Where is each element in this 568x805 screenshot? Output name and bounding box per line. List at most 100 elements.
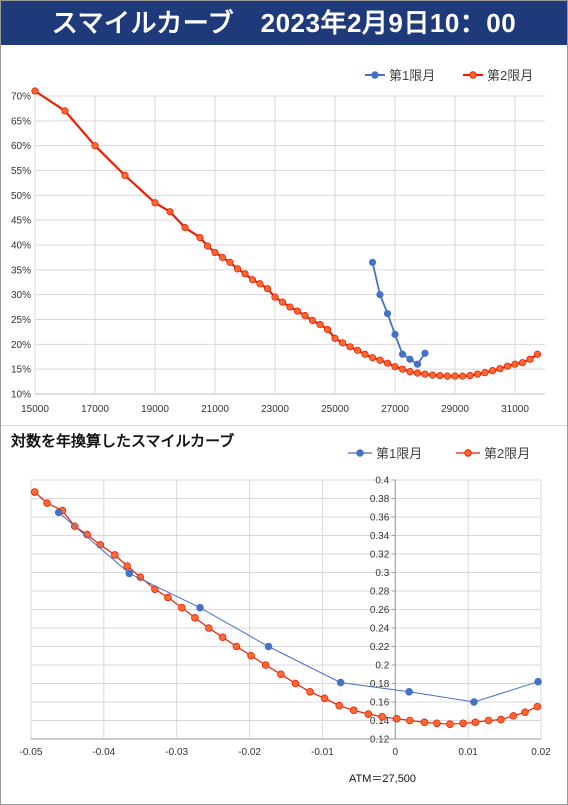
- series-point-2: [277, 670, 285, 679]
- x-tick-label: 25000: [321, 404, 349, 415]
- smile-curve-chart: 10% 15% 20% 25% 30% 35% 40% 45% 50% 55% 60% 65% 70% 1…: [1, 47, 567, 425]
- y-tick-label: 0.26: [370, 605, 390, 616]
- series-point-2: [420, 718, 429, 727]
- series-point-2: [151, 199, 159, 207]
- series-point-2: [349, 706, 358, 715]
- series-line-2: [34, 90, 539, 378]
- series-point-2: [338, 339, 347, 347]
- banner-title: スマイルカーブ 2023年2月9日10：00: [1, 1, 567, 45]
- y-tick-label: 45%: [11, 216, 31, 227]
- series-point-2: [484, 716, 493, 725]
- y-tick-label: 0.14: [370, 716, 390, 727]
- legend-marker-2: [464, 449, 472, 457]
- y-tick-label: 0.36: [370, 513, 390, 524]
- series-point-2: [353, 346, 362, 354]
- x-tick-label: -0.04: [92, 747, 115, 758]
- y-tick-label: 35%: [11, 265, 31, 276]
- series-point-2: [511, 360, 519, 368]
- series-point-2: [211, 248, 219, 257]
- series-point-2: [271, 293, 279, 301]
- series-point-2: [421, 370, 429, 378]
- series-point-2: [218, 253, 227, 262]
- series-point-2: [466, 372, 474, 380]
- x-tick-label: -0.01: [311, 747, 334, 758]
- x-tick-label: 21000: [201, 404, 229, 415]
- series-point-2: [293, 307, 302, 315]
- y-tick-label: 20%: [11, 340, 31, 351]
- y-tick-label: 0.32: [370, 550, 390, 561]
- series-point-2: [496, 365, 504, 373]
- series-point-2: [61, 107, 69, 115]
- series-point-2: [376, 356, 384, 364]
- series-point-2: [509, 712, 518, 720]
- series-point-2: [323, 325, 332, 334]
- series-point-2: [31, 87, 39, 95]
- series-point-2: [164, 593, 172, 602]
- series-point-2: [166, 208, 174, 216]
- x-tick-label: 23000: [261, 404, 289, 415]
- series-point-2: [413, 369, 422, 377]
- series-point-2: [256, 280, 264, 288]
- y-tick-label: 40%: [11, 241, 31, 252]
- smile-curve-svg: 10% 15% 20% 25% 30% 35% 40% 45% 50% 55% 60% 65% 70% 1…: [11, 68, 545, 415]
- series-point-2: [383, 359, 392, 367]
- series-point-2: [191, 614, 199, 622]
- series-point-2: [261, 661, 270, 669]
- series-point-2: [204, 624, 213, 632]
- series-point-2: [433, 719, 441, 728]
- series-point-2: [378, 712, 386, 721]
- series-point-1: [368, 258, 377, 266]
- legend-marker-2: [469, 71, 477, 79]
- y-tick-label: 0.18: [370, 679, 390, 690]
- y-tick-label: 0.38: [370, 494, 390, 505]
- series-point-2: [30, 488, 39, 496]
- series-point-2: [96, 540, 105, 549]
- series-point-2: [473, 370, 482, 378]
- series-point-2: [503, 362, 512, 370]
- x-tick-label: 0.01: [458, 747, 478, 758]
- series-point-2: [91, 142, 99, 150]
- series-point-2: [196, 233, 204, 242]
- series-point-2: [178, 603, 186, 612]
- series-point-2: [291, 679, 300, 688]
- y-tick-label: 60%: [11, 141, 31, 152]
- y-tick-label: 0.4: [375, 476, 389, 487]
- series-point-2: [233, 265, 242, 273]
- series-point-2: [406, 716, 414, 725]
- series-point-2: [436, 372, 444, 380]
- series-point-2: [226, 258, 234, 266]
- series-point-2: [241, 270, 249, 278]
- series-point-2: [247, 651, 255, 660]
- series-point-2: [263, 285, 272, 293]
- series-point-2: [398, 365, 407, 373]
- series-point-2: [218, 633, 227, 642]
- series-point-2: [391, 363, 399, 371]
- y-tick-label: 25%: [11, 315, 31, 326]
- series-line-1: [58, 512, 539, 703]
- series-point-2: [335, 701, 343, 710]
- series-point-2: [459, 719, 467, 728]
- series-point-2: [497, 715, 505, 724]
- series-point-2: [458, 372, 467, 380]
- series-point-1: [406, 355, 414, 363]
- series-point-2: [518, 359, 527, 367]
- series-point-2: [406, 368, 414, 376]
- series-point-2: [392, 714, 401, 723]
- y-tick-label: 70%: [11, 92, 31, 103]
- series-point-2: [286, 303, 294, 311]
- series-point-2: [368, 354, 377, 362]
- series-point-1: [398, 350, 407, 358]
- y-tick-label: 0.28: [370, 587, 390, 598]
- legend-label-1: 第1限月: [376, 446, 422, 461]
- chart-title: 対数を年換算したスマイルカーブ: [10, 432, 234, 450]
- series-point-2: [308, 316, 317, 325]
- series-point-1: [391, 330, 399, 338]
- series-point-2: [43, 499, 51, 507]
- series-point-1: [196, 603, 204, 612]
- x-tick-label: -0.03: [165, 747, 188, 758]
- x-tick-label: 27000: [381, 404, 409, 415]
- series-point-1: [534, 677, 542, 686]
- series-point-1: [264, 642, 273, 651]
- series-point-2: [488, 367, 497, 375]
- series-point-2: [331, 334, 339, 342]
